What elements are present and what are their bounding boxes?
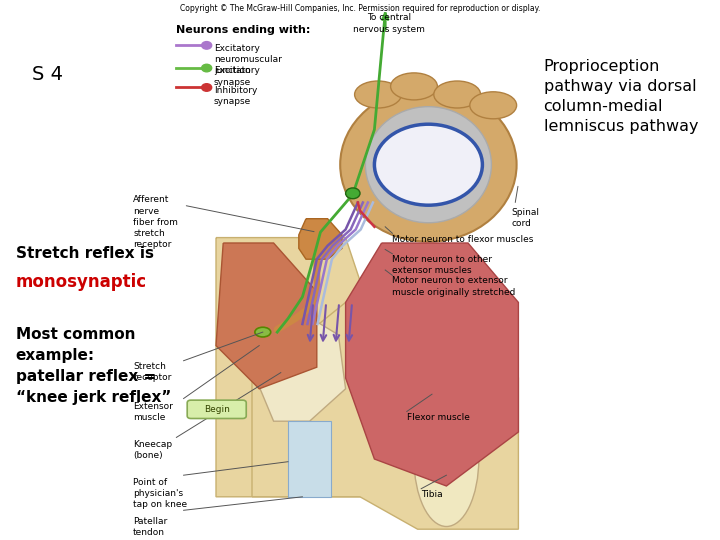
Ellipse shape [354, 81, 401, 108]
Text: Motor neuron to extensor
muscle originally stretched: Motor neuron to extensor muscle original… [392, 276, 516, 296]
Ellipse shape [433, 81, 481, 108]
Ellipse shape [469, 92, 516, 119]
Circle shape [202, 42, 212, 49]
Circle shape [374, 124, 482, 205]
Text: Inhibitory
synapse: Inhibitory synapse [214, 86, 257, 106]
PathPatch shape [216, 243, 317, 389]
Text: Excitatory
neuromuscular
junction: Excitatory neuromuscular junction [214, 44, 282, 75]
Text: Patellar
tendon: Patellar tendon [133, 517, 168, 537]
FancyBboxPatch shape [187, 400, 246, 418]
Text: Stretch
receptor: Stretch receptor [133, 362, 171, 382]
Text: monosynaptic: monosynaptic [16, 273, 147, 291]
Circle shape [202, 84, 212, 91]
PathPatch shape [288, 421, 331, 497]
Text: Kneecap
(bone): Kneecap (bone) [133, 440, 172, 460]
Ellipse shape [365, 107, 491, 223]
Circle shape [346, 188, 360, 199]
Text: S 4: S 4 [32, 65, 63, 84]
Ellipse shape [390, 73, 437, 100]
Text: To central
nervous system: To central nervous system [353, 14, 425, 33]
Text: Motor neuron to other
extensor muscles: Motor neuron to other extensor muscles [392, 255, 492, 275]
Text: Extensor
muscle: Extensor muscle [133, 402, 173, 422]
Text: Excitatory
synapse: Excitatory synapse [214, 66, 260, 86]
Text: Point of
physician's
tap on knee: Point of physician's tap on knee [133, 478, 187, 509]
Ellipse shape [255, 327, 271, 337]
Text: Flexor muscle: Flexor muscle [407, 413, 469, 422]
PathPatch shape [346, 243, 518, 486]
Text: Afferent
nerve
fiber from
stretch
receptor: Afferent nerve fiber from stretch recept… [133, 195, 178, 249]
Text: Spinal
cord: Spinal cord [511, 208, 539, 228]
PathPatch shape [299, 219, 342, 259]
Text: Begin: Begin [204, 405, 230, 414]
PathPatch shape [252, 302, 518, 529]
Text: Neurons ending with:: Neurons ending with: [176, 25, 311, 36]
Text: Tibia: Tibia [421, 490, 443, 500]
PathPatch shape [256, 313, 346, 421]
PathPatch shape [216, 238, 374, 497]
Text: Motor neuron to flexor muscles: Motor neuron to flexor muscles [392, 235, 534, 244]
Text: Copyright © The McGraw-Hill Companies, Inc. Permission required for reproduction: Copyright © The McGraw-Hill Companies, I… [180, 4, 540, 14]
Ellipse shape [414, 392, 479, 526]
Text: Most common
example:
patellar reflex =
“knee jerk reflex”: Most common example: patellar reflex = “… [16, 327, 171, 404]
Ellipse shape [340, 88, 517, 242]
Circle shape [202, 64, 212, 72]
Text: Stretch reflex is: Stretch reflex is [16, 246, 154, 261]
Text: Proprioception
pathway via dorsal
column-medial
lemniscus pathway: Proprioception pathway via dorsal column… [544, 59, 698, 134]
